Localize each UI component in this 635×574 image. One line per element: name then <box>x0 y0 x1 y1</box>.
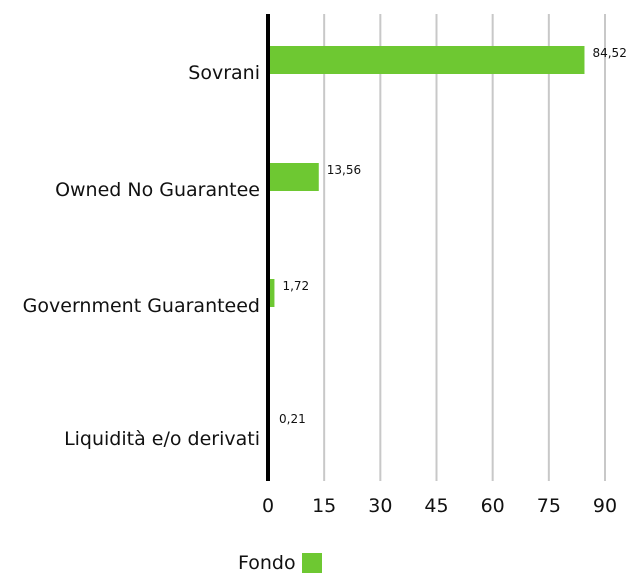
data-label-1: 84,52 <box>592 46 626 60</box>
category-label-2: Owned No Guarantee <box>55 179 260 201</box>
category-labels: Sovrani Owned No Guarantee Government Guar… <box>23 62 260 450</box>
legend-label: Fondo <box>238 552 296 574</box>
data-label-3: 1,72 <box>282 279 309 293</box>
bars <box>268 46 585 440</box>
category-label-4: Liquidità e/o derivati <box>64 428 260 450</box>
grid-lines <box>323 14 606 481</box>
x-tick-label-60: 60 <box>481 495 505 517</box>
legend-swatch <box>301 553 322 573</box>
x-tick-labels: 0 15 30 45 60 75 90 <box>262 495 617 517</box>
x-tick-label-90: 90 <box>593 495 617 517</box>
category-label-1: Sovrani <box>188 62 260 84</box>
x-tick-label-0: 0 <box>262 495 274 517</box>
legend: Fondo <box>238 553 322 573</box>
x-tick-label-30: 30 <box>368 495 392 517</box>
data-label-2: 13,56 <box>327 163 361 177</box>
data-label-4: 0,21 <box>279 412 306 426</box>
x-tick-label-45: 45 <box>424 495 448 517</box>
bar-3 <box>268 279 275 307</box>
data-labels: 84,52 13,56 1,72 0,21 <box>279 46 627 426</box>
x-tick-label-75: 75 <box>537 495 561 517</box>
category-label-3: Government Guaranteed <box>23 295 260 317</box>
bar-2 <box>268 163 319 191</box>
bar-1 <box>268 46 585 74</box>
x-tick-label-15: 15 <box>312 495 336 517</box>
